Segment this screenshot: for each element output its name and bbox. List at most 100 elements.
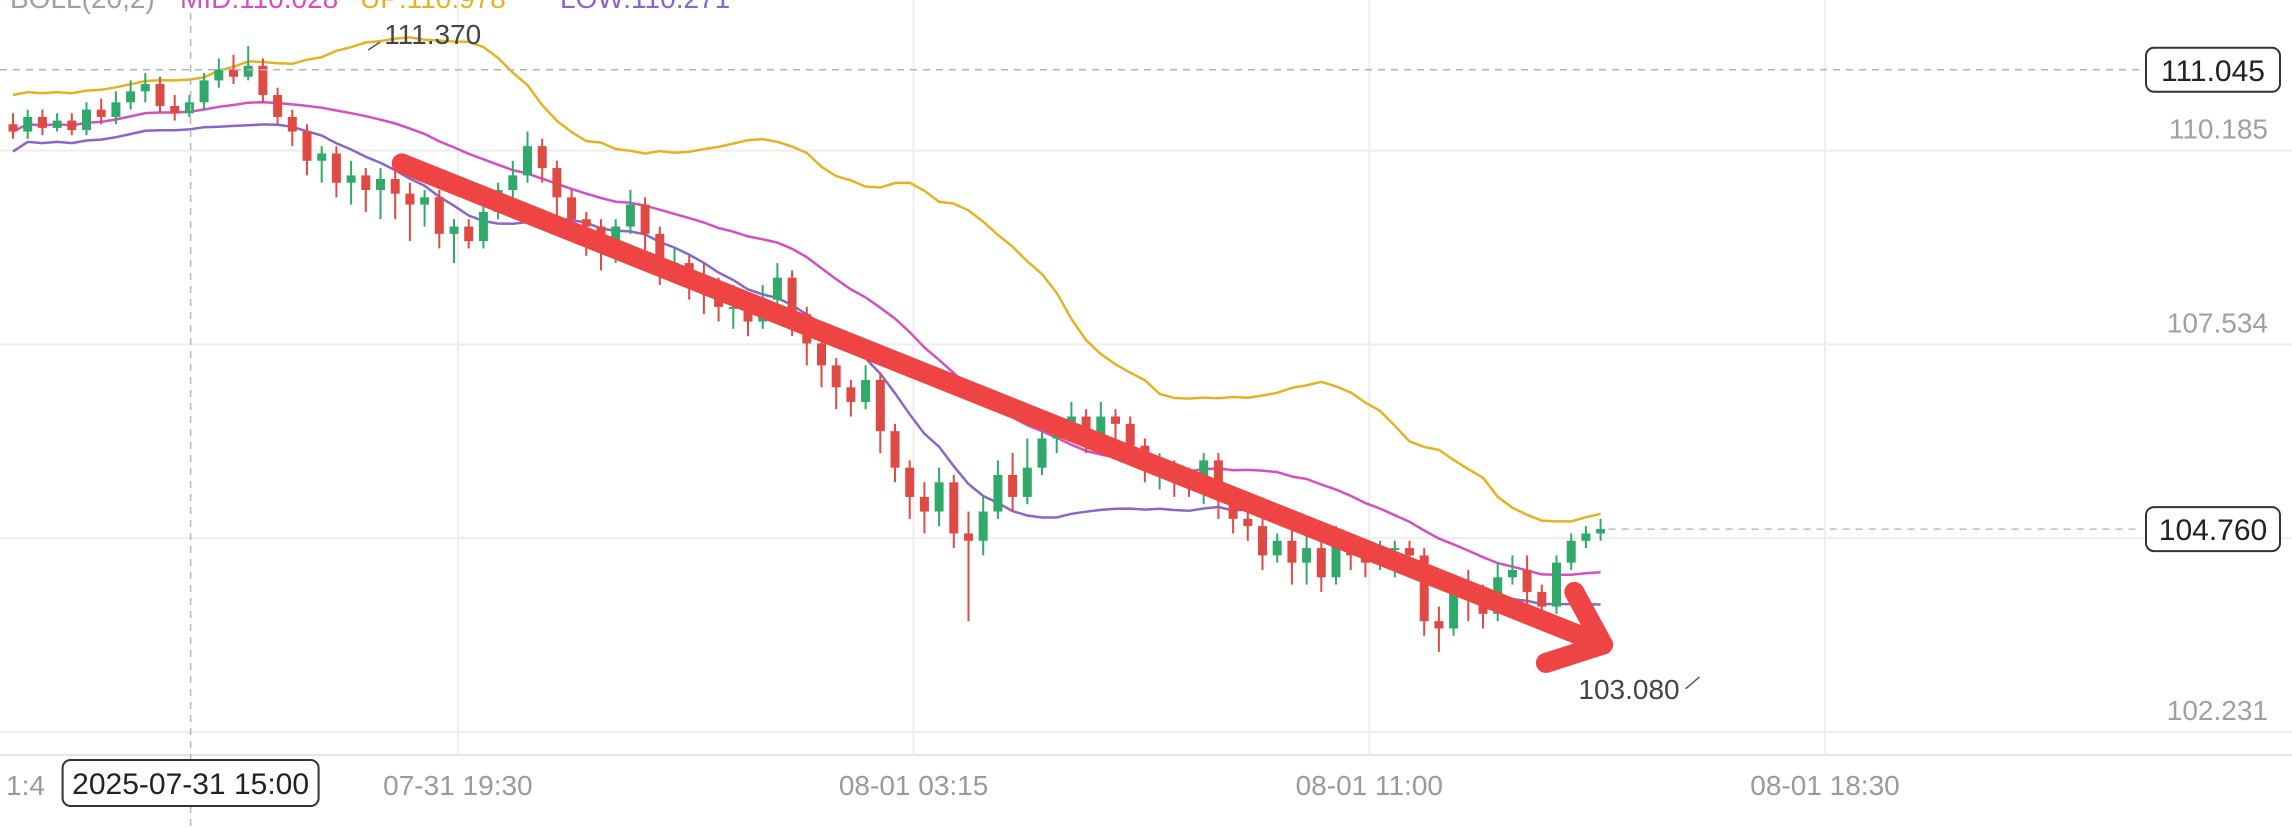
- candle-body-60: [890, 431, 900, 468]
- candle-body-42: [625, 204, 635, 227]
- high-annotation: 111.370: [384, 19, 481, 50]
- x-tick-label-3: 08-01 18:30: [1750, 770, 1899, 801]
- candle-body-95: [1405, 548, 1414, 556]
- candle-body-102: [1507, 570, 1517, 578]
- candle-body-86: [1272, 540, 1282, 556]
- grid: [0, 0, 2292, 756]
- candle-body-13: [199, 80, 209, 103]
- candle-body-44: [655, 233, 665, 271]
- candle-body-89: [1316, 548, 1326, 578]
- candle-body-74: [1096, 416, 1106, 439]
- candle-body-25: [376, 179, 385, 190]
- candle-body-34: [508, 175, 518, 190]
- candle-body-106: [1566, 540, 1576, 563]
- y-tick-label-0: 110.185: [2169, 114, 2268, 145]
- candle-body-67: [993, 475, 1003, 512]
- candle-body-55: [817, 343, 826, 366]
- candle-body-87: [1287, 540, 1297, 563]
- candle-body-97: [1434, 621, 1444, 629]
- low-annotation-leader: [1685, 676, 1701, 690]
- candle-body-96: [1419, 555, 1429, 622]
- candle-body-16: [243, 65, 253, 77]
- candle-body-82: [1213, 460, 1223, 497]
- last-price-box: [2145, 506, 2281, 553]
- candle-body-9: [140, 84, 150, 92]
- trend-arrow-shaft: [391, 153, 1613, 655]
- candle-body-104: [1537, 591, 1547, 607]
- candle-body-84: [1243, 518, 1253, 527]
- indicator-header: BOLL(20,2) MID:110.028 UP:110.978 LOW:11…: [10, 0, 730, 14]
- crosshair-price-box: [2145, 46, 2281, 93]
- candle-body-20: [302, 131, 312, 161]
- candle-body-26: [390, 179, 400, 194]
- x-tick-label-2: 08-01 11:00: [1296, 770, 1443, 801]
- crosshair-price-label: 111.045: [2161, 55, 2265, 88]
- candle-body-1: [23, 116, 33, 132]
- candle-body-24: [361, 175, 371, 190]
- overlay: 111.370 103.080: [0, 0, 2140, 828]
- candle-body-35: [523, 146, 532, 176]
- boll-up-label: UP:110.978: [360, 0, 506, 14]
- candle-body-32: [478, 211, 488, 242]
- candle-body-85: [1258, 526, 1267, 556]
- candle-body-11: [170, 105, 180, 114]
- candle-body-103: [1522, 570, 1532, 592]
- candle-body-21: [317, 153, 327, 161]
- candle-body-65: [964, 533, 973, 541]
- crosshair-time-label: 2025-07-31 15:00: [72, 768, 309, 801]
- candle-body-8: [126, 91, 136, 103]
- candles: [8, 46, 1606, 652]
- candle-body-50: [743, 306, 753, 322]
- candle-body-30: [449, 226, 459, 234]
- candle-body-76: [1125, 423, 1135, 446]
- candle-body-108: [1596, 529, 1606, 534]
- crosshair-left-label: 1:4: [6, 770, 45, 801]
- candle-body-29: [434, 197, 444, 234]
- high-annotation-leader: [367, 41, 381, 51]
- candle-body-90: [1331, 540, 1341, 578]
- candle-body-27: [405, 193, 415, 205]
- trend-arrow-head: [1535, 581, 1613, 673]
- candle-body-6: [96, 109, 106, 117]
- candle-body-59: [875, 380, 885, 432]
- candle-body-49: [728, 306, 738, 309]
- candle-body-107: [1581, 533, 1591, 541]
- candle-body-52: [772, 277, 782, 300]
- boll-low-label: LOW:110.271: [560, 0, 730, 14]
- candle-body-43: [640, 204, 650, 234]
- candle-body-88: [1302, 548, 1312, 563]
- candle-body-83: [1228, 496, 1238, 519]
- candle-body-105: [1552, 562, 1561, 607]
- candle-body-15: [229, 69, 238, 77]
- candle-body-31: [464, 226, 474, 242]
- y-tick-label-1: 107.534: [2167, 307, 2268, 338]
- candle-body-0: [8, 124, 18, 132]
- candle-body-36: [537, 146, 547, 169]
- candle-body-17: [258, 65, 268, 95]
- candle-body-41: [611, 226, 621, 249]
- candle-body-10: [155, 84, 165, 106]
- x-tick-label-1: 08-01 03:15: [839, 770, 988, 801]
- candle-body-2: [37, 116, 47, 128]
- candle-body-22: [331, 153, 341, 183]
- candle-body-53: [787, 277, 797, 315]
- candle-body-61: [905, 467, 915, 497]
- axes: 110.185107.534104.882102.231111.045104.7…: [6, 46, 2281, 807]
- candle-body-56: [831, 365, 841, 388]
- boll-mid-label: MID:110.028: [180, 0, 338, 14]
- candle-body-28: [420, 197, 430, 205]
- low-annotation: 103.080: [1578, 674, 1679, 705]
- candle-body-4: [67, 120, 77, 131]
- candle-body-81: [1199, 460, 1209, 483]
- candle-body-62: [919, 496, 929, 512]
- candle-body-7: [111, 102, 121, 117]
- candle-body-37: [552, 168, 562, 198]
- candle-body-23: [346, 175, 356, 183]
- candle-body-66: [978, 511, 988, 541]
- candle-body-57: [846, 387, 856, 402]
- boll-label: BOLL(20,2): [10, 0, 155, 14]
- candle-body-18: [273, 95, 283, 117]
- candle-body-75: [1111, 416, 1120, 424]
- candle-body-38: [567, 197, 577, 220]
- x-tick-label-0: 07-31 19:30: [383, 770, 532, 801]
